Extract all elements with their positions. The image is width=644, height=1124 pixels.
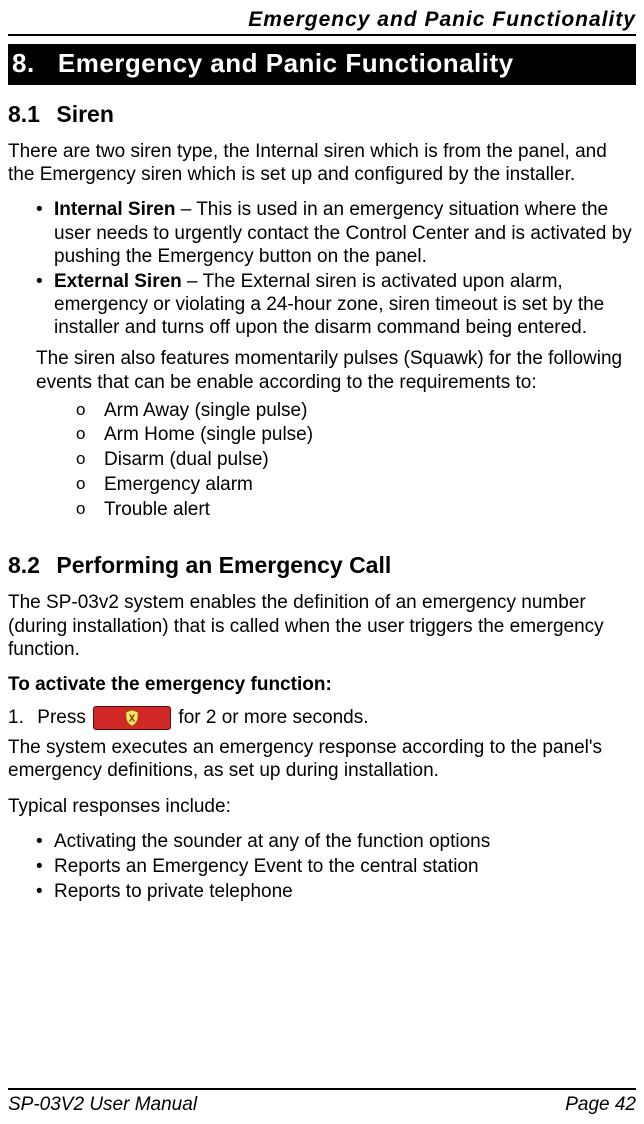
page-footer: SP-03V2 User Manual Page 42 — [8, 1088, 636, 1124]
list-item: Arm Away (single pulse) — [76, 399, 636, 423]
section-title-text: Performing an Emergency Call — [56, 552, 391, 578]
section-title-siren: 8.1 Siren — [8, 101, 636, 128]
footer-left: SP-03V2 User Manual — [8, 1094, 197, 1116]
chapter-title-text: Emergency and Panic Functionality — [58, 48, 514, 78]
bullet-lead: Internal Siren — [54, 199, 175, 220]
step-number: 1. — [8, 706, 32, 729]
list-item: Arm Home (single pulse) — [76, 423, 636, 447]
list-item: Emergency alarm — [76, 473, 636, 497]
section-number: 8.2 — [8, 552, 40, 579]
section-2-intro: The SP-03v2 system enables the definitio… — [8, 591, 636, 661]
section-1-intro: There are two siren type, the Internal s… — [8, 140, 636, 186]
running-header: Emergency and Panic Functionality — [8, 8, 636, 36]
chapter-title: 8. Emergency and Panic Functionality — [8, 44, 636, 85]
page: Emergency and Panic Functionality 8. Eme… — [0, 0, 644, 1124]
bullet-lead: External Siren — [54, 271, 182, 292]
activate-heading: To activate the emergency function: — [8, 673, 636, 696]
chapter-number: 8. — [12, 48, 35, 78]
list-item: Reports to private telephone — [36, 880, 636, 903]
step-suffix: for 2 or more seconds. — [178, 707, 368, 728]
squawk-list: Arm Away (single pulse) Arm Home (single… — [8, 398, 636, 523]
post-step-text: The system executes an emergency respons… — [8, 736, 636, 782]
step-1: 1. Press for 2 or more seconds. — [8, 706, 636, 730]
section-number: 8.1 — [8, 101, 40, 128]
siren-types-list: Internal Siren – This is used in an emer… — [8, 196, 636, 341]
list-item: Internal Siren – This is used in an emer… — [36, 198, 636, 268]
typical-heading: Typical responses include: — [8, 795, 636, 818]
squawk-intro: The siren also features momentarily puls… — [36, 347, 636, 393]
emergency-button-icon — [93, 706, 171, 730]
list-item: External Siren – The External siren is a… — [36, 270, 636, 340]
step-prefix: Press — [37, 707, 91, 728]
section-title-text: Siren — [56, 101, 114, 127]
typical-responses-list: Activating the sounder at any of the fun… — [8, 828, 636, 906]
list-item: Disarm (dual pulse) — [76, 448, 636, 472]
list-item: Trouble alert — [76, 498, 636, 522]
section-title-emergency-call: 8.2 Performing an Emergency Call — [8, 552, 636, 579]
list-item: Reports an Emergency Event to the centra… — [36, 855, 636, 878]
footer-right: Page 42 — [565, 1094, 636, 1116]
list-item: Activating the sounder at any of the fun… — [36, 830, 636, 853]
